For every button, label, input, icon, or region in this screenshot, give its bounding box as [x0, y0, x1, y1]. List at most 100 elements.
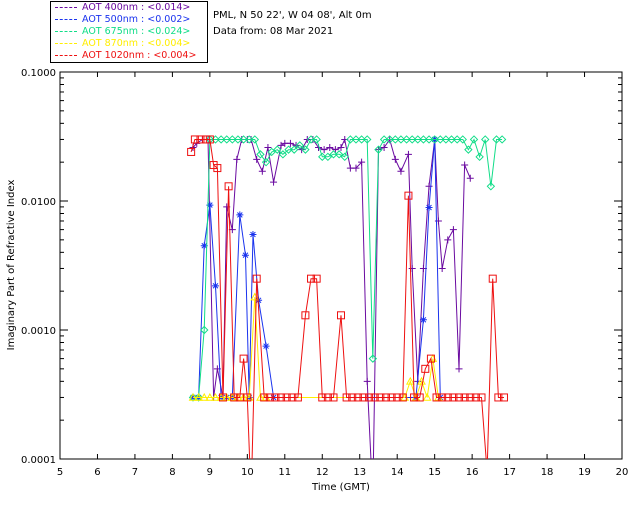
data-point [449, 393, 458, 402]
data-point [424, 135, 434, 144]
data-point [288, 393, 297, 402]
y-tick-label: 0.1000 [21, 68, 56, 79]
x-tick-label: 19 [578, 467, 591, 478]
x-tick-label: 13 [353, 467, 366, 478]
series-1 [189, 135, 444, 401]
data-point [444, 236, 452, 244]
data-point [385, 135, 394, 144]
data-point [353, 393, 362, 402]
data-point [443, 393, 452, 402]
data-point [277, 141, 285, 149]
x-tick-label: 8 [169, 467, 175, 478]
data-point [441, 135, 451, 144]
x-tick-label: 16 [466, 467, 479, 478]
data-point [410, 393, 419, 402]
data-point [244, 135, 254, 144]
data-point [188, 393, 198, 402]
data-point [413, 135, 423, 144]
legend-item: AOT 675nm : <0.024> [51, 26, 207, 38]
data-point [205, 392, 215, 401]
legend-label: AOT 675nm : <0.024> [82, 26, 191, 37]
data-point [488, 274, 497, 283]
data-point [323, 393, 332, 402]
data-point [425, 182, 433, 190]
x-tick-label: 15 [428, 467, 441, 478]
data-point [200, 325, 209, 335]
plot-frame [59, 71, 623, 460]
data-point [346, 135, 355, 144]
data-point [218, 393, 227, 402]
data-point [363, 135, 372, 144]
data-point [481, 135, 490, 144]
series-line [192, 137, 471, 459]
y-tick-label: 0.0010 [21, 326, 56, 337]
legend-label: AOT 400nm : <0.014> [82, 2, 191, 13]
data-point [477, 393, 486, 402]
data-point [421, 364, 430, 373]
data-point [213, 164, 222, 173]
data-point [282, 393, 291, 402]
site-info: PML, N 50 22', W 04 08', Alt 0m Data fro… [213, 8, 372, 40]
data-point [494, 393, 503, 402]
data-point [370, 393, 379, 402]
data-point [301, 145, 310, 154]
y-tick-label: 0.0001 [21, 455, 56, 466]
data-point [405, 376, 415, 385]
legend-swatch [55, 19, 77, 20]
x-tick-label: 7 [132, 467, 138, 478]
data-point [312, 274, 321, 283]
data-point [455, 365, 463, 373]
data-point [323, 152, 333, 162]
data-point [461, 161, 469, 169]
data-point [253, 155, 261, 163]
data-point [426, 354, 435, 363]
data-point [408, 264, 416, 272]
data-point [243, 393, 252, 402]
data-point [484, 468, 491, 475]
data-point [293, 393, 302, 402]
data-point [188, 392, 198, 401]
data-point [228, 135, 237, 144]
series-2 [188, 135, 507, 402]
data-point [422, 392, 432, 401]
data-point [447, 135, 456, 144]
data-point [306, 135, 316, 144]
data-point [393, 393, 402, 402]
legend-swatch [55, 43, 77, 44]
data-point [458, 135, 467, 144]
series-line [193, 138, 503, 398]
data-point [205, 135, 214, 144]
x-tick-label: 6 [94, 467, 100, 478]
data-point [241, 251, 249, 259]
data-point [233, 135, 243, 144]
legend-box: AOT 400nm : <0.014> AOT 500nm : <0.002> AO… [50, 1, 208, 63]
data-point [277, 393, 286, 402]
data-point [211, 392, 220, 401]
x-tick-label: 20 [616, 467, 629, 478]
data-point [391, 155, 399, 163]
data-point [190, 135, 199, 144]
data-point [258, 167, 266, 175]
data-point [312, 135, 321, 144]
data-point [248, 494, 255, 501]
data-point [398, 393, 407, 402]
legend-swatch [55, 7, 77, 8]
data-point [438, 264, 446, 272]
data-point [351, 135, 361, 144]
data-point [222, 135, 231, 144]
data-point [466, 174, 474, 182]
legend-item: AOT 1020nm : <0.004> [51, 50, 207, 62]
data-point [432, 393, 441, 402]
data-point [352, 164, 360, 172]
x-tick-label: 12 [316, 467, 329, 478]
data-point [425, 204, 433, 212]
data-point [340, 152, 349, 162]
data-point [289, 145, 299, 154]
data-point [252, 274, 261, 283]
legend-label: AOT 1020nm : <0.004> [82, 50, 197, 61]
series-line [190, 139, 504, 459]
data-point [404, 191, 413, 200]
data-point [379, 135, 389, 144]
series-4 [187, 135, 508, 501]
